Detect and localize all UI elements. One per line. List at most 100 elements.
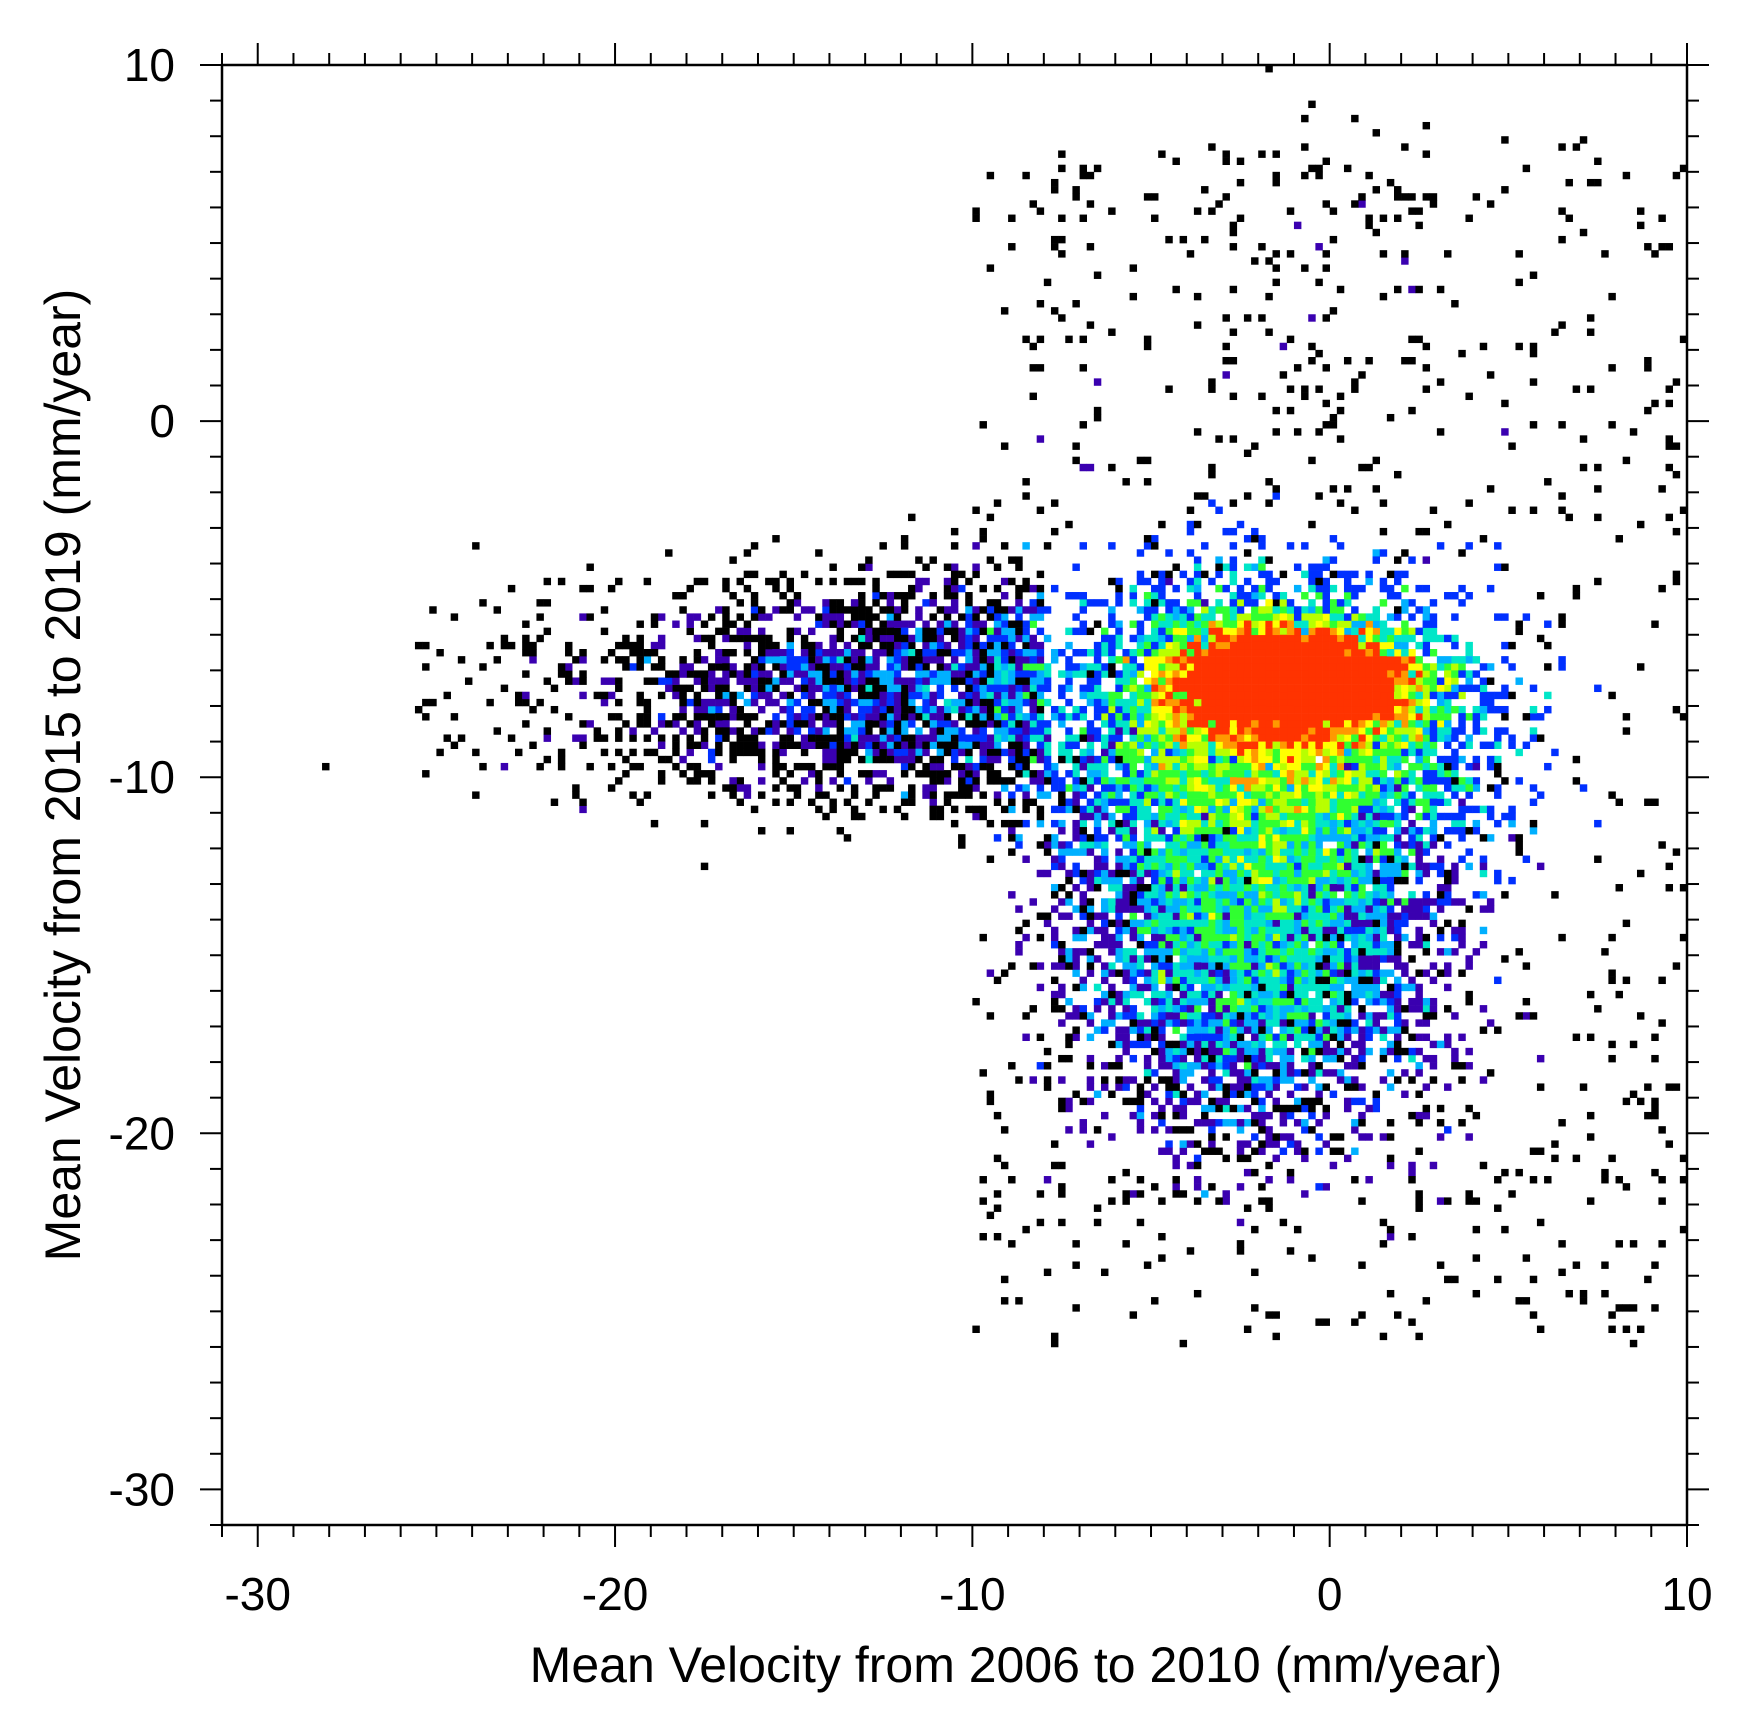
density-cell [1108,969,1116,977]
density-cell [822,599,830,607]
density-cell [1229,1069,1238,1077]
density-cell [1165,855,1173,863]
density-cell [1322,855,1330,863]
density-cell [1151,1033,1159,1042]
density-cell [1286,905,1295,913]
density-cell [943,777,952,785]
density-cell [1072,1026,1080,1034]
density-cell [1336,542,1345,550]
density-cell [950,527,959,536]
density-cell [1036,727,1045,735]
density-cell [1158,684,1166,693]
density-cell [1151,634,1159,643]
density-cell [1115,1083,1123,1091]
density-cell [1351,748,1359,757]
density-cell [686,620,694,628]
density-cell [1115,677,1123,685]
density-cell [1201,684,1209,693]
density-cell [1172,1083,1180,1091]
density-cell [836,713,845,721]
density-cell [986,720,995,728]
density-cell [1401,741,1409,750]
density-cell [1165,677,1173,685]
density-cell [922,698,930,707]
density-cell [1093,834,1102,842]
density-cell [1222,1054,1230,1063]
density-cell [800,641,809,650]
density-cell [1043,634,1052,643]
density-cell [1379,713,1388,721]
density-cell [1351,933,1359,942]
density-cell [1301,1083,1309,1091]
density-cell [1286,812,1295,821]
density-cell [1322,827,1330,835]
density-cell [1494,734,1502,742]
density-cell [1308,898,1316,906]
density-cell [929,613,937,621]
density-cell [1186,727,1195,735]
density-cell [1258,1104,1266,1113]
density-cell [1215,848,1223,856]
density-cell [1301,969,1309,977]
density-cell [950,649,959,657]
density-cell [1215,1040,1223,1049]
density-cell [1236,912,1245,920]
density-cell [1343,819,1352,828]
density-cell [1143,819,1152,828]
density-cell [1186,834,1195,842]
density-cell [1158,727,1166,735]
density-cell [1386,983,1395,992]
density-cell [650,748,659,757]
density-cell [1222,912,1230,920]
density-cell [1351,919,1359,928]
density-cell [1386,691,1395,700]
density-cell [1122,976,1130,985]
density-cell [836,770,845,778]
density-cell [1286,663,1295,671]
density-cell [1258,884,1266,892]
density-cell [1158,1040,1166,1049]
density-cell [1136,770,1145,778]
density-cell [1258,656,1266,664]
density-cell [915,606,923,614]
density-cell [1229,862,1238,871]
density-cell [1222,791,1230,799]
density-cell [993,620,1002,628]
density-cell [843,748,852,757]
density-cell [1322,698,1330,707]
density-cell [850,727,859,735]
density-cell [1272,691,1280,700]
density-cell [1272,969,1280,977]
density-cell [1351,1026,1359,1034]
density-cell [786,641,795,650]
density-cell [1222,898,1230,906]
density-cell [1115,997,1123,1006]
density-cell [1394,748,1402,757]
density-cell [1379,869,1388,878]
density-cell [979,684,987,693]
density-cell [1301,798,1309,806]
density-cell [1436,691,1445,700]
density-cell [1243,1019,1252,1027]
density-cell [686,670,694,678]
density-cell [965,791,973,799]
density-cell [1165,876,1173,885]
density-cell [707,748,716,757]
density-cell [1101,898,1109,906]
density-cell [1000,748,1009,757]
density-cell [1286,855,1295,863]
density-cell [1208,606,1216,614]
density-cell [1408,791,1416,799]
density-cell [1136,1111,1145,1120]
density-cell [1122,812,1130,821]
density-cell [1408,1054,1416,1063]
density-cell [1093,713,1102,721]
density-cell [1408,1047,1416,1056]
density-cell [1000,634,1009,643]
density-cell [1279,1147,1288,1155]
density-cell [1122,834,1130,842]
density-cell [1229,1019,1238,1027]
density-cell [1429,713,1438,721]
density-cell [1465,805,1473,814]
density-cell [1122,656,1130,664]
